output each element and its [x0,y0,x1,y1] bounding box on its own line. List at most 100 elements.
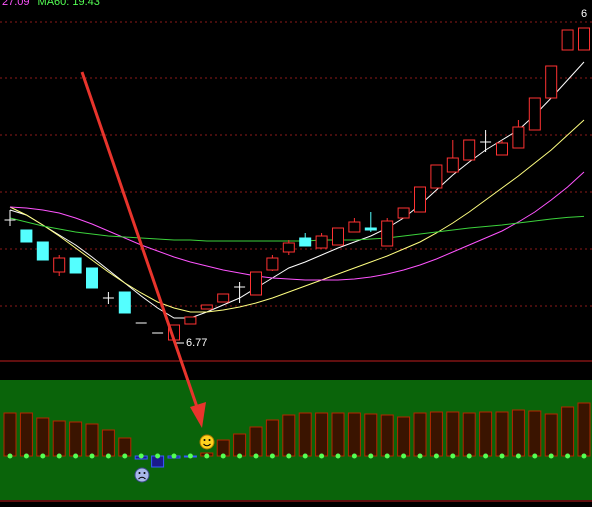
zero-dot [286,453,292,459]
candle-body [299,237,312,247]
bar [233,433,247,457]
bar [544,413,558,457]
candle-body [332,227,344,246]
candle-body [512,126,525,149]
candle-body [545,65,558,99]
candle-body [69,257,82,274]
eye [208,439,211,441]
zero-dot [450,453,456,459]
bar [462,412,476,457]
candle-body [20,229,33,243]
zero-dot [220,453,226,459]
mouth [138,476,146,480]
low-label: 6.77 [186,337,207,349]
ma-line [9,119,585,313]
zero-dot [581,453,587,459]
zero-dot [499,453,505,459]
zero-dot [122,453,128,459]
corner-label: 6 [581,8,587,20]
candle-body [496,142,508,156]
ma-line [9,171,585,281]
candle-body [315,235,328,249]
header-item: 27.09 [2,0,30,8]
candle-body [561,29,574,51]
bar [101,429,115,457]
zero-dot [23,453,29,459]
zero-dot [138,453,144,459]
bar [429,411,443,457]
zero-dot [401,453,407,459]
zero-dot [335,453,341,459]
bar [577,402,591,457]
zero-dot [7,453,13,459]
header-item: MA60: 19.43 [38,0,100,8]
bar [118,437,132,457]
zero-dot [187,453,193,459]
bar [479,411,493,457]
ma-line [9,61,585,319]
header: 27.09 MA60: 19.43 [2,0,100,8]
zero-dot [253,453,259,459]
bar [347,412,361,457]
smile-icon [199,434,215,450]
candle-body [266,257,279,271]
zero-dot [155,453,161,459]
bar [19,412,33,457]
bar [413,412,427,457]
candle-body [200,304,213,310]
bar [380,414,394,457]
candle-body [36,241,49,261]
zero-dot [269,453,275,459]
zero-dot [466,453,472,459]
bar [52,420,66,457]
eye [143,472,146,474]
candle-body [250,271,262,296]
ma-line [9,215,585,242]
grid [0,21,592,307]
sad-icon [134,467,150,483]
zero-dot [237,453,243,459]
bar [511,409,525,457]
sad-face [134,467,150,483]
candle-body [463,139,476,161]
bar [36,417,50,457]
arrow-shaft [80,71,200,411]
candle-body [184,316,197,325]
zero-dot [40,453,46,459]
zero-dot [565,453,571,459]
mouth [203,443,211,447]
zero-dot [483,453,489,459]
zero-dot [319,453,325,459]
smile-face [199,434,215,450]
bar [3,412,17,457]
bar [331,412,345,457]
indicator-panel [0,380,592,500]
candle-body [414,186,426,213]
bar [298,412,312,457]
zero-dot [73,453,79,459]
zero-dot [548,453,554,459]
bar [397,416,411,457]
eye [203,439,206,441]
candle-body [86,267,98,289]
bar [282,414,296,457]
candle-body [528,97,541,131]
candle-body [446,157,459,173]
candle-body [348,221,361,233]
candle-body [578,27,590,51]
zero-dot [56,453,62,459]
zero-dot [204,453,210,459]
bar [85,423,99,457]
zero-dot [89,453,95,459]
candle-body [381,220,394,247]
eye [138,472,141,474]
zero-dot [368,453,374,459]
zero-dot [351,453,357,459]
zero-dot [105,453,111,459]
price-panel: 6.77 [4,27,590,349]
zero-dot [384,453,390,459]
arrow [80,71,206,428]
arrow-head [190,402,206,428]
candle-body [397,207,410,219]
